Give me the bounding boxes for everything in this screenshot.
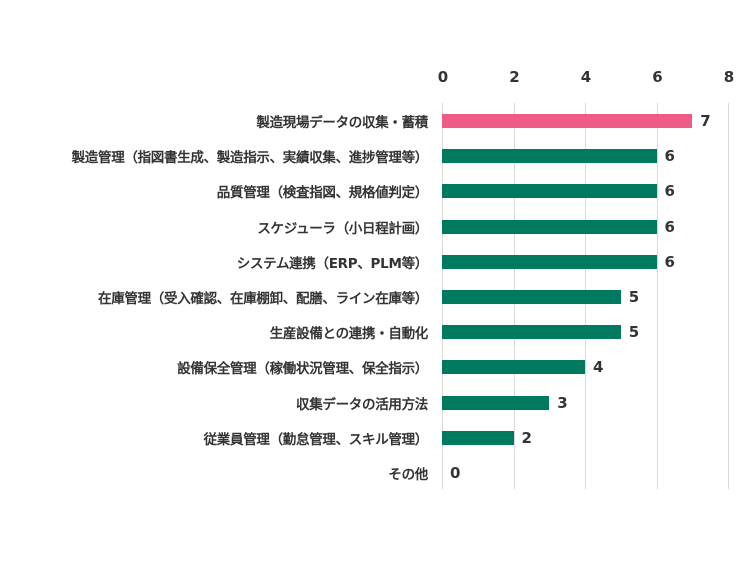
bar <box>442 360 585 375</box>
value-label: 6 <box>664 182 675 201</box>
category-label: 設備保全管理（稼働状況管理、保全指示） <box>177 361 428 378</box>
bar <box>442 325 621 340</box>
value-label: 6 <box>664 147 675 166</box>
bar <box>442 219 657 234</box>
value-label: 3 <box>557 393 568 412</box>
value-label: 5 <box>628 288 640 306</box>
gridline <box>728 103 729 489</box>
category-label: 品質管理（検査指図、規格値判定） <box>216 185 429 202</box>
value-label: 6 <box>664 217 675 236</box>
value-label: 5 <box>628 323 640 342</box>
x-tick-label: 2 <box>509 68 520 86</box>
x-tick-label: 6 <box>652 68 663 86</box>
category-label: 収集データの活用方法 <box>296 396 428 413</box>
category-label: 製造管理（指図書生成、製造指示、実績収集、進捗管理等） <box>71 150 429 167</box>
category-label: 従業員管理（勤怠管理、スキル管理） <box>203 431 429 448</box>
category-label: システム連携（ERP、PLM等） <box>236 255 429 272</box>
gridline <box>656 103 658 489</box>
bar <box>442 254 657 269</box>
value-label: 4 <box>593 358 604 377</box>
x-tick-label: 4 <box>580 68 592 86</box>
bar <box>442 149 657 164</box>
category-label: スケジューラ（小日程計画） <box>257 220 428 237</box>
category-label: 製造現場データの収集・蓄積 <box>256 115 428 131</box>
value-label: 2 <box>521 428 532 447</box>
category-label: 在庫管理（受入確認、在庫棚卸、配膳、ライン在庫等） <box>98 291 428 307</box>
bar <box>442 395 550 410</box>
bar <box>442 290 621 304</box>
value-label: 6 <box>664 252 675 271</box>
bar <box>442 430 514 445</box>
value-label: 0 <box>450 464 461 482</box>
x-tick-label: 8 <box>723 68 735 86</box>
bar <box>442 184 657 199</box>
bar <box>442 114 693 128</box>
category-label: 生産設備との連携・自動化 <box>269 326 429 343</box>
value-label: 7 <box>700 112 711 130</box>
x-tick-label: 0 <box>437 68 449 86</box>
category-label: その他 <box>388 467 428 483</box>
